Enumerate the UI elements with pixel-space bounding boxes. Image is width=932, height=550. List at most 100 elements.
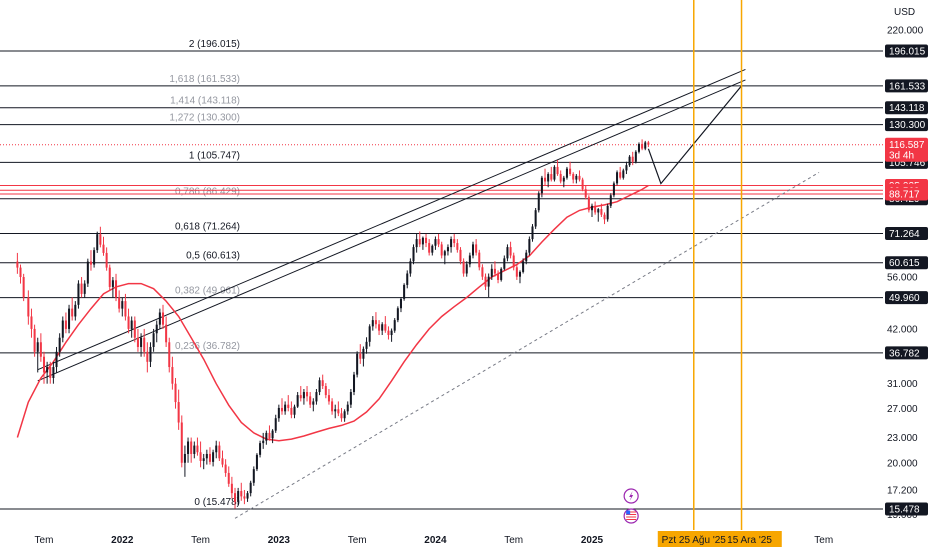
candle-body bbox=[246, 493, 249, 499]
candle-body bbox=[340, 413, 343, 419]
candle-body bbox=[302, 392, 305, 399]
fib-label: 1,618 (161.533) bbox=[169, 74, 240, 85]
candle-body bbox=[255, 454, 258, 470]
candle-body bbox=[352, 374, 356, 393]
candle-body bbox=[27, 297, 30, 317]
candle-body bbox=[274, 418, 277, 431]
candle-body bbox=[550, 174, 553, 180]
fib-price-tag-label: 71.264 bbox=[889, 229, 920, 240]
candle-body bbox=[46, 367, 49, 373]
candle-body bbox=[569, 168, 572, 175]
fib-price-tag-label: 130.300 bbox=[889, 120, 926, 131]
candle-body bbox=[415, 239, 418, 248]
candle-body bbox=[625, 165, 628, 171]
fib-label: 1,272 (130.300) bbox=[169, 113, 240, 124]
fib-price-tag bbox=[885, 346, 928, 360]
fib-label: 0,786 (86.429) bbox=[175, 187, 240, 198]
candle-body bbox=[127, 316, 130, 329]
candle-body bbox=[506, 247, 509, 259]
candle-body bbox=[36, 342, 39, 352]
candle-body bbox=[465, 264, 468, 274]
candle-body bbox=[168, 342, 171, 368]
candle-body bbox=[202, 458, 205, 461]
candle-body bbox=[644, 142, 647, 149]
current-price-tag bbox=[885, 137, 928, 162]
candle-body bbox=[393, 320, 396, 331]
y-tick-label: 17.200 bbox=[887, 485, 918, 496]
candle-body bbox=[174, 383, 177, 403]
y-tick-label: 56.000 bbox=[887, 273, 918, 284]
candle-body bbox=[343, 411, 346, 419]
candle-body bbox=[52, 367, 55, 378]
candle-body bbox=[265, 432, 268, 441]
candle-body bbox=[83, 283, 86, 294]
candle-body bbox=[409, 261, 412, 274]
y-tick-label: 15.000 bbox=[887, 510, 918, 521]
candle-body bbox=[196, 445, 199, 453]
candle-body bbox=[490, 268, 493, 277]
candle-body bbox=[587, 197, 590, 211]
candle-body bbox=[634, 151, 637, 162]
candle-body bbox=[118, 297, 121, 309]
candle-body bbox=[218, 445, 221, 459]
candle-body bbox=[403, 284, 406, 299]
candle-body bbox=[534, 210, 537, 227]
candle-body bbox=[277, 407, 280, 419]
candle-body bbox=[227, 472, 230, 484]
candle-body bbox=[384, 324, 387, 331]
candle-body bbox=[631, 156, 634, 162]
candle-body bbox=[240, 491, 243, 497]
fib-price-tag-label: 60.615 bbox=[889, 258, 920, 269]
candle-body bbox=[450, 239, 453, 248]
candle-body bbox=[378, 324, 381, 331]
candle-body bbox=[318, 380, 321, 393]
candle-body bbox=[287, 404, 290, 408]
candle-body bbox=[146, 351, 149, 362]
fib-label: 1 (105.747) bbox=[189, 150, 240, 161]
candle-body bbox=[559, 174, 562, 182]
candle-body bbox=[187, 441, 190, 454]
candle-body bbox=[212, 452, 215, 462]
candle-body bbox=[99, 234, 102, 245]
candle-body bbox=[252, 469, 255, 483]
candle-body bbox=[89, 261, 92, 265]
candle-body bbox=[71, 308, 74, 317]
candle-body bbox=[61, 320, 64, 338]
candle-body bbox=[622, 170, 625, 178]
lightning-glyph bbox=[629, 491, 634, 501]
candle-body bbox=[387, 330, 390, 336]
candle-body bbox=[42, 356, 46, 373]
candle-body bbox=[518, 271, 521, 277]
candle-body bbox=[390, 330, 393, 336]
candle-body bbox=[290, 407, 293, 415]
date-marker-label: Pzt 25 Ağu '25 bbox=[662, 535, 727, 546]
candle-body bbox=[149, 346, 152, 362]
x-tick-label: Tem bbox=[348, 535, 367, 546]
candle-body bbox=[453, 239, 456, 244]
candle-body bbox=[77, 283, 80, 305]
candle-body bbox=[500, 268, 503, 280]
candle-body bbox=[412, 247, 415, 262]
x-tick-label: 2025 bbox=[581, 535, 604, 546]
candle-body bbox=[575, 175, 578, 180]
candle-body bbox=[609, 195, 612, 206]
candle-body bbox=[74, 304, 77, 317]
candle-body bbox=[434, 239, 437, 246]
trend-channel-line bbox=[37, 68, 746, 371]
candle-body bbox=[334, 409, 337, 412]
candle-body bbox=[565, 168, 568, 178]
y-tick-label: 31.000 bbox=[887, 379, 918, 390]
x-tick-label: 2023 bbox=[268, 535, 291, 546]
candle-body bbox=[280, 407, 284, 412]
fib-label: 2 (196.015) bbox=[189, 39, 240, 50]
candle-body bbox=[230, 483, 233, 494]
candle-body bbox=[425, 237, 428, 244]
candle-body bbox=[293, 406, 296, 415]
candle-body bbox=[381, 324, 384, 331]
date-marker-tag bbox=[657, 531, 782, 547]
candle-body bbox=[406, 273, 409, 285]
candle-body bbox=[93, 250, 96, 265]
fib-label: 0,618 (71.264) bbox=[175, 222, 240, 233]
candle-body bbox=[509, 247, 512, 256]
